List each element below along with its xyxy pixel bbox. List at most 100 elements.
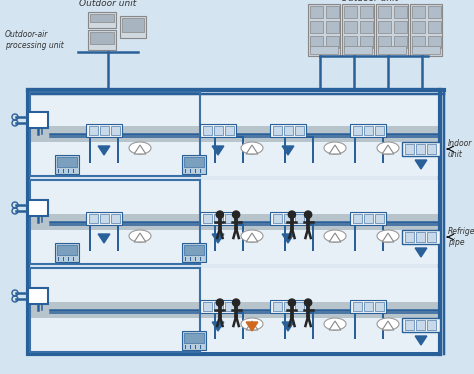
Ellipse shape [129,142,151,154]
Bar [353,302,362,311]
Bar [428,21,441,33]
Polygon shape [329,321,341,330]
Polygon shape [329,233,341,242]
Bar [284,214,293,223]
Circle shape [233,211,240,218]
Text: Refrigerant
pipe: Refrigerant pipe [448,227,474,247]
Polygon shape [98,146,110,155]
Bar [412,6,425,18]
Bar [344,46,372,54]
Polygon shape [212,234,224,243]
Bar [225,302,234,311]
Ellipse shape [241,142,263,154]
Polygon shape [415,160,427,169]
Bar [402,230,440,244]
Bar [184,157,204,167]
Bar [111,214,120,223]
Ellipse shape [377,142,399,154]
Bar [376,4,408,56]
Bar [55,243,79,262]
Polygon shape [329,145,341,154]
Text: Indoor
unit: Indoor unit [448,139,473,159]
Circle shape [233,299,240,306]
Bar [214,126,223,135]
Ellipse shape [377,230,399,242]
Bar [88,30,116,50]
Bar [410,4,442,56]
Bar [405,320,414,330]
Circle shape [216,299,224,306]
Bar [353,126,362,135]
Circle shape [288,299,295,306]
Bar [310,6,323,18]
Bar [284,126,293,135]
Bar [402,318,440,332]
Bar [225,214,234,223]
Bar [412,21,425,33]
Bar [203,302,212,311]
Bar [416,320,425,330]
Bar [270,212,306,225]
Bar [182,331,206,350]
Bar [350,124,386,137]
Bar [295,214,304,223]
Bar [350,300,386,313]
Bar [89,214,98,223]
Bar [30,180,438,264]
Bar [402,142,440,156]
Polygon shape [282,146,294,155]
Bar [394,21,407,33]
Text: Outdoor unit: Outdoor unit [341,0,399,3]
Bar [57,245,77,255]
Bar [295,302,304,311]
Bar [378,21,391,33]
Bar [120,16,146,38]
Polygon shape [415,336,427,345]
Circle shape [304,299,312,306]
Bar [428,6,441,18]
Bar [342,4,374,56]
Polygon shape [382,321,394,330]
Polygon shape [246,233,258,242]
Ellipse shape [377,318,399,330]
Bar [360,36,373,48]
Bar [200,300,236,313]
Polygon shape [282,234,294,243]
Bar [364,214,373,223]
Bar [90,32,114,44]
Bar [200,212,236,225]
Bar [326,6,339,18]
Bar [28,200,48,216]
Bar [310,36,323,48]
Polygon shape [246,145,258,154]
Bar [200,124,236,137]
Bar [284,302,293,311]
Polygon shape [134,233,146,242]
Bar [30,268,438,352]
Bar [203,214,212,223]
Bar [353,214,362,223]
Ellipse shape [129,230,151,242]
Bar [214,214,223,223]
Bar [182,155,206,174]
Ellipse shape [324,318,346,330]
Bar [326,21,339,33]
Bar [394,6,407,18]
Ellipse shape [241,318,263,330]
Text: Outdoor-air
processing unit: Outdoor-air processing unit [5,30,64,50]
Bar [100,214,109,223]
Polygon shape [246,321,258,330]
Polygon shape [98,234,110,243]
Bar [100,126,109,135]
Bar [326,36,339,48]
Bar [416,144,425,154]
Bar [378,36,391,48]
Bar [427,144,436,154]
Bar [30,302,438,318]
Bar [350,212,386,225]
Bar [364,302,373,311]
Bar [416,232,425,242]
Bar [214,302,223,311]
Bar [412,46,440,54]
Bar [89,126,98,135]
